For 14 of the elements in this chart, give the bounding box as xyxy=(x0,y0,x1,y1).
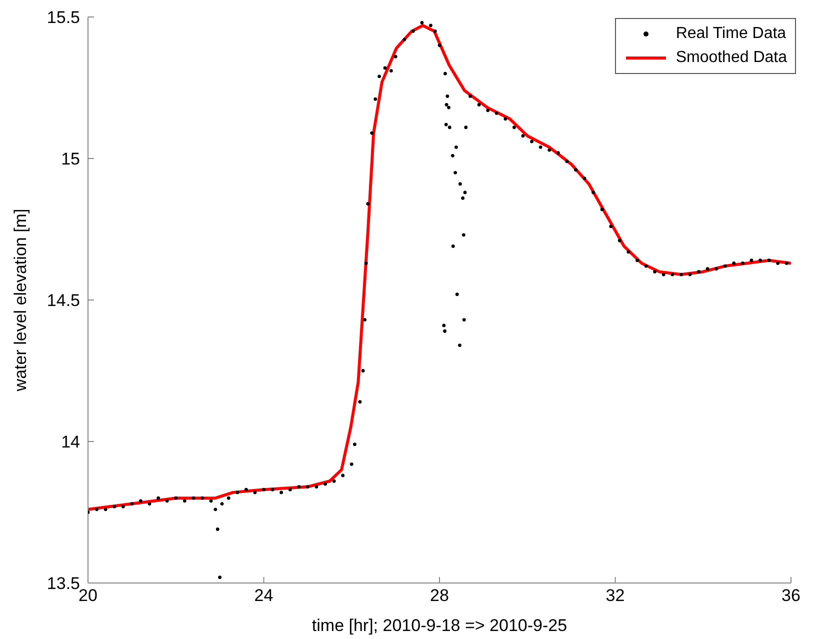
legend-label: Real Time Data xyxy=(676,25,786,43)
x-tick-label: 36 xyxy=(782,586,800,606)
y-tick-label: 14 xyxy=(61,432,80,452)
y-tick-label: 14.5 xyxy=(46,291,80,310)
x-tick-label: 24 xyxy=(254,586,274,606)
x-tick-label: 32 xyxy=(606,586,625,606)
y-axis-title: water level elevation [m] xyxy=(11,208,30,392)
x-tick-label: 20 xyxy=(78,586,98,606)
x-tick-label: 28 xyxy=(430,586,449,606)
legend-label: Smoothed Data xyxy=(676,49,787,67)
y-tick-label: 15 xyxy=(61,150,80,169)
y-tick-label: 13.5 xyxy=(46,574,80,594)
y-tick-label: 15.5 xyxy=(46,8,80,28)
x-axis-title: time [hr]; 2010-9-18 => 2010-9-25 xyxy=(312,616,568,635)
